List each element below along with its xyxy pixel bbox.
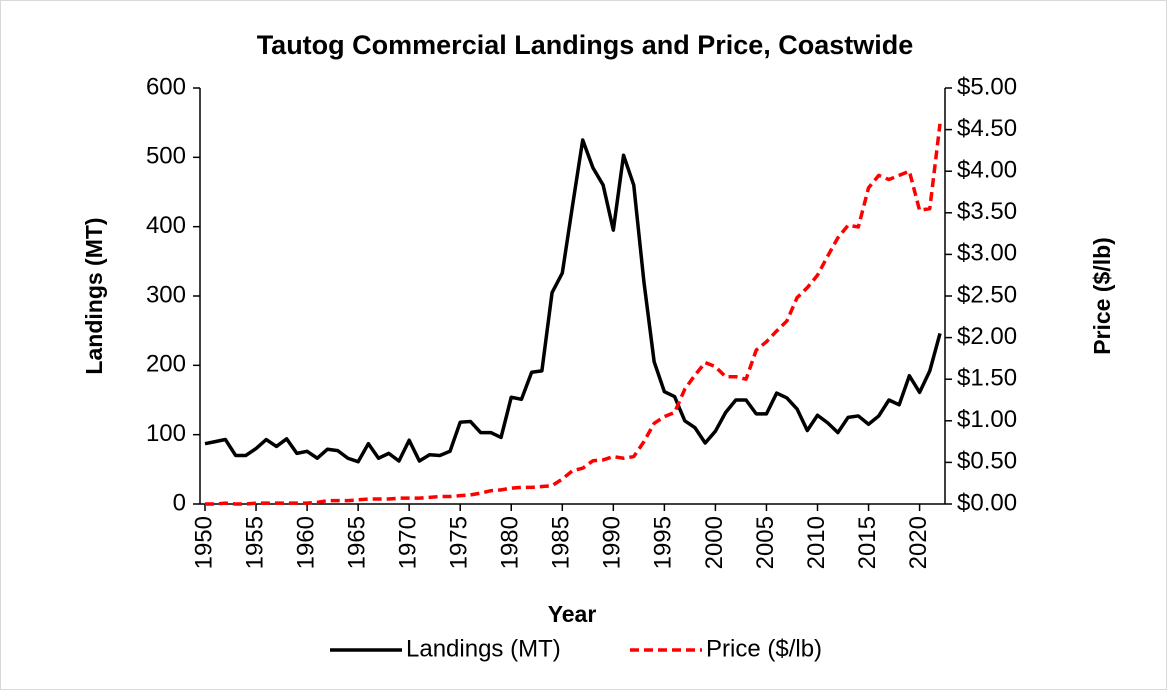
x-tick-label: 1985 (548, 516, 575, 569)
y-tick-label: 200 (146, 351, 186, 378)
y2-tick-label: $0.00 (957, 489, 1017, 516)
y2-tick-label: $4.50 (957, 115, 1017, 142)
x-tick-label: 1965 (343, 516, 370, 569)
x-tick-label: 2010 (803, 516, 830, 569)
y-axis-label: Landings (MT) (81, 217, 107, 374)
y-tick-label: 300 (146, 281, 186, 308)
x-tick-label: 1980 (497, 516, 524, 569)
series-line (205, 123, 942, 506)
x-tick-label: 1995 (650, 516, 677, 569)
x-tick-label: 2015 (854, 516, 881, 569)
y-tick-label: 500 (146, 143, 186, 170)
x-tick-label: 1955 (241, 516, 268, 569)
y-tick-label: 0 (173, 489, 186, 516)
x-tick-label: 1960 (292, 516, 319, 569)
y2-tick-label: $1.00 (957, 406, 1017, 433)
y2-tick-label: $2.00 (957, 323, 1017, 350)
y2-axis-label: Price ($/lb) (1089, 237, 1115, 355)
x-tick-label: 2020 (905, 516, 932, 569)
y2-tick-label: $2.50 (957, 281, 1017, 308)
y2-tick-label: $0.50 (957, 448, 1017, 475)
x-axis-label: Year (548, 601, 597, 627)
x-tick-label: 1975 (446, 516, 473, 569)
series-line (204, 138, 942, 464)
legend-label: Landings (MT) (406, 635, 561, 662)
x-tick-label: 2000 (701, 516, 728, 569)
y-tick-label: 100 (146, 420, 186, 447)
x-tick-label: 2005 (752, 516, 779, 569)
x-tick-label: 1970 (395, 516, 422, 569)
x-tick-label: 1950 (190, 516, 217, 569)
y2-tick-label: $5.00 (957, 73, 1017, 100)
y2-tick-label: $4.00 (957, 157, 1017, 184)
y2-tick-label: $3.00 (957, 240, 1017, 267)
y-tick-label: 400 (146, 212, 186, 239)
y2-tick-label: $3.50 (957, 198, 1017, 225)
chart-title: Tautog Commercial Landings and Price, Co… (257, 30, 914, 60)
x-tick-label: 1990 (599, 516, 626, 569)
legend-label: Price ($/lb) (706, 635, 822, 662)
y2-tick-label: $1.50 (957, 365, 1017, 392)
y-tick-label: 600 (146, 73, 186, 100)
